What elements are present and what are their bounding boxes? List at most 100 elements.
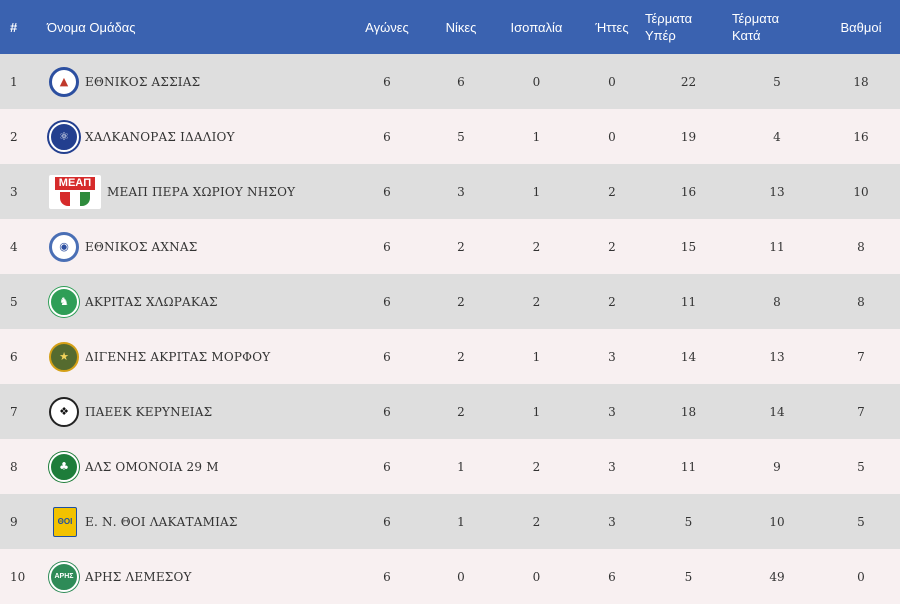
wins-cell: 2 <box>457 239 465 254</box>
rank-cell: 7 <box>10 404 18 419</box>
played-cell: 6 <box>383 514 391 529</box>
team-name-link[interactable]: Ε. Ν. ΘΟΙ ΛΑΚΑΤΑΜΙΑΣ <box>85 514 238 529</box>
wins-cell: 1 <box>457 459 465 474</box>
played-cell: 6 <box>383 459 391 474</box>
team-name-link[interactable]: ΠΑΕΕΚ ΚΕΡΥΝΕΙΑΣ <box>85 404 213 419</box>
header-goals-for[interactable]: Τέρματα Υπέρ <box>645 0 732 54</box>
digenis-morfou-crest-icon: ★ <box>49 341 79 372</box>
losses-cell: 3 <box>608 459 616 474</box>
team-name-link[interactable]: ΑΚΡΙΤΑΣ ΧΛΩΡΑΚΑΣ <box>85 294 218 309</box>
draws-cell: 1 <box>532 129 541 144</box>
paeek-eagle-crest-icon: ❖ <box>49 396 79 427</box>
goals-for-cell: 14 <box>680 349 697 364</box>
team-cell: ♣ ΑΛΣ ΟΜΟΝΟΙΑ 29 Μ <box>41 439 346 494</box>
goals-for-cell: 5 <box>684 569 693 584</box>
table-row: 1 ▲ ΕΘΝΙΚΟΣ ΑΣΣΙΑΣ 6 6 0 0 22 5 18 <box>0 54 900 109</box>
draws-cell: 2 <box>532 459 541 474</box>
goals-against-cell: 13 <box>769 349 785 364</box>
wins-cell: 1 <box>457 514 465 529</box>
points-cell: 10 <box>853 184 869 199</box>
wins-cell: 3 <box>457 184 465 199</box>
team-cell: ❖ ΠΑΕΕΚ ΚΕΡΥΝΕΙΑΣ <box>41 384 346 439</box>
goals-for-cell: 22 <box>680 74 697 89</box>
losses-cell: 3 <box>608 404 616 419</box>
chalkanoras-crest-icon: ⚛ <box>49 121 79 152</box>
wins-cell: 6 <box>457 74 465 89</box>
team-cell: ΘΟΙ Ε. Ν. ΘΟΙ ΛΑΚΑΤΑΜΙΑΣ <box>41 494 346 549</box>
meap-crest-icon: ΜΕΑΠ <box>49 174 101 209</box>
goals-against-cell: 14 <box>769 404 785 419</box>
aris-crest-text: ΑΡΗΣ <box>54 573 74 580</box>
played-cell: 6 <box>383 239 391 254</box>
header-goals-against[interactable]: Τέρματα Κατά <box>732 0 822 54</box>
played-cell: 6 <box>383 569 391 584</box>
table-row: 4 ◉ ΕΘΝΙΚΟΣ ΑΧΝΑΣ 6 2 2 2 15 11 8 <box>0 219 900 274</box>
table-row: 9 ΘΟΙ Ε. Ν. ΘΟΙ ΛΑΚΑΤΑΜΙΑΣ 6 1 2 3 5 10 … <box>0 494 900 549</box>
thoi-lakatamias-crest-icon: ΘΟΙ <box>53 506 77 537</box>
points-cell: 7 <box>857 404 865 419</box>
goals-for-cell: 18 <box>680 404 697 419</box>
rank-cell: 2 <box>10 129 18 144</box>
team-cell: ΑΡΗΣ ΑΡΗΣ ΛΕΜΕΣΟΥ <box>41 549 346 604</box>
losses-cell: 2 <box>608 184 616 199</box>
goals-for-cell: 19 <box>680 129 697 144</box>
rank-cell: 5 <box>10 294 18 309</box>
goals-against-cell: 49 <box>769 569 785 584</box>
header-rank[interactable]: # <box>10 19 18 35</box>
played-cell: 6 <box>383 129 391 144</box>
wins-cell: 5 <box>457 129 465 144</box>
table-header-row: # Όνομα Ομάδας Αγώνες Νίκες Ισοπαλία Ήττ… <box>0 0 900 54</box>
header-team-name[interactable]: Όνομα Ομάδας <box>47 19 136 35</box>
goals-for-cell: 5 <box>684 514 693 529</box>
team-name-link[interactable]: ΜΕΑΠ ΠΕΡΑ ΧΩΡΙΟΥ ΝΗΣΟΥ <box>107 184 296 199</box>
header-draws[interactable]: Ισοπαλία <box>510 19 563 35</box>
table-row: 7 ❖ ΠΑΕΕΚ ΚΕΡΥΝΕΙΑΣ 6 2 1 3 18 14 7 <box>0 384 900 439</box>
draws-cell: 1 <box>532 184 541 199</box>
played-cell: 6 <box>383 74 391 89</box>
team-name-link[interactable]: ΕΘΝΙΚΟΣ ΑΣΣΙΑΣ <box>85 74 201 89</box>
wins-cell: 2 <box>457 349 465 364</box>
header-goals-against-line2: Κατά <box>732 28 761 43</box>
rank-cell: 10 <box>10 569 26 584</box>
team-name-link[interactable]: ΑΛΣ ΟΜΟΝΟΙΑ 29 Μ <box>85 459 219 474</box>
draws-cell: 2 <box>532 239 541 254</box>
table-row: 3 ΜΕΑΠ ΜΕΑΠ ΠΕΡΑ ΧΩΡΙΟΥ ΝΗΣΟΥ 6 3 1 2 16… <box>0 164 900 219</box>
header-losses[interactable]: Ήττες <box>595 19 629 35</box>
goals-against-cell: 10 <box>769 514 785 529</box>
goals-for-cell: 15 <box>680 239 697 254</box>
goals-against-cell: 11 <box>769 239 785 254</box>
played-cell: 6 <box>383 404 391 419</box>
ethnikos-achnas-crest-icon: ◉ <box>49 231 79 262</box>
meap-crest-shield <box>60 192 90 206</box>
team-cell: ◉ ΕΘΝΙΚΟΣ ΑΧΝΑΣ <box>41 219 346 274</box>
losses-cell: 3 <box>608 349 616 364</box>
losses-cell: 0 <box>608 129 616 144</box>
team-name-link[interactable]: ΕΘΝΙΚΟΣ ΑΧΝΑΣ <box>85 239 198 254</box>
draws-cell: 0 <box>532 74 541 89</box>
played-cell: 6 <box>383 294 391 309</box>
header-goals-against-line1: Τέρματα <box>732 11 780 26</box>
header-points[interactable]: Βαθμοί <box>840 19 882 35</box>
points-cell: 16 <box>853 129 869 144</box>
rank-cell: 6 <box>10 349 18 364</box>
goals-against-cell: 8 <box>773 294 781 309</box>
team-name-link[interactable]: ΑΡΗΣ ΛΕΜΕΣΟΥ <box>85 569 192 584</box>
team-name-link[interactable]: ΔΙΓΕΝΗΣ ΑΚΡΙΤΑΣ ΜΟΡΦΟΥ <box>85 349 271 364</box>
ethnikos-assias-crest-icon: ▲ <box>49 66 79 97</box>
points-cell: 18 <box>853 74 869 89</box>
aris-limassol-crest-icon: ΑΡΗΣ <box>49 561 79 592</box>
goals-for-cell: 11 <box>680 459 697 474</box>
goals-against-cell: 5 <box>773 74 781 89</box>
played-cell: 6 <box>383 349 391 364</box>
rank-cell: 3 <box>10 184 18 199</box>
thoi-crest-text: ΘΟΙ <box>57 516 73 526</box>
table-row: 10 ΑΡΗΣ ΑΡΗΣ ΛΕΜΕΣΟΥ 6 0 0 6 5 49 0 <box>0 549 900 604</box>
team-cell: ΜΕΑΠ ΜΕΑΠ ΠΕΡΑ ΧΩΡΙΟΥ ΝΗΣΟΥ <box>41 164 346 219</box>
draws-cell: 0 <box>532 569 541 584</box>
team-name-link[interactable]: ΧΑΛΚΑΝΟΡΑΣ ΙΔΑΛΙΟΥ <box>85 129 235 144</box>
rank-cell: 1 <box>10 74 18 89</box>
header-wins[interactable]: Νίκες <box>445 19 477 35</box>
header-played[interactable]: Αγώνες <box>365 19 409 35</box>
draws-cell: 1 <box>532 404 541 419</box>
